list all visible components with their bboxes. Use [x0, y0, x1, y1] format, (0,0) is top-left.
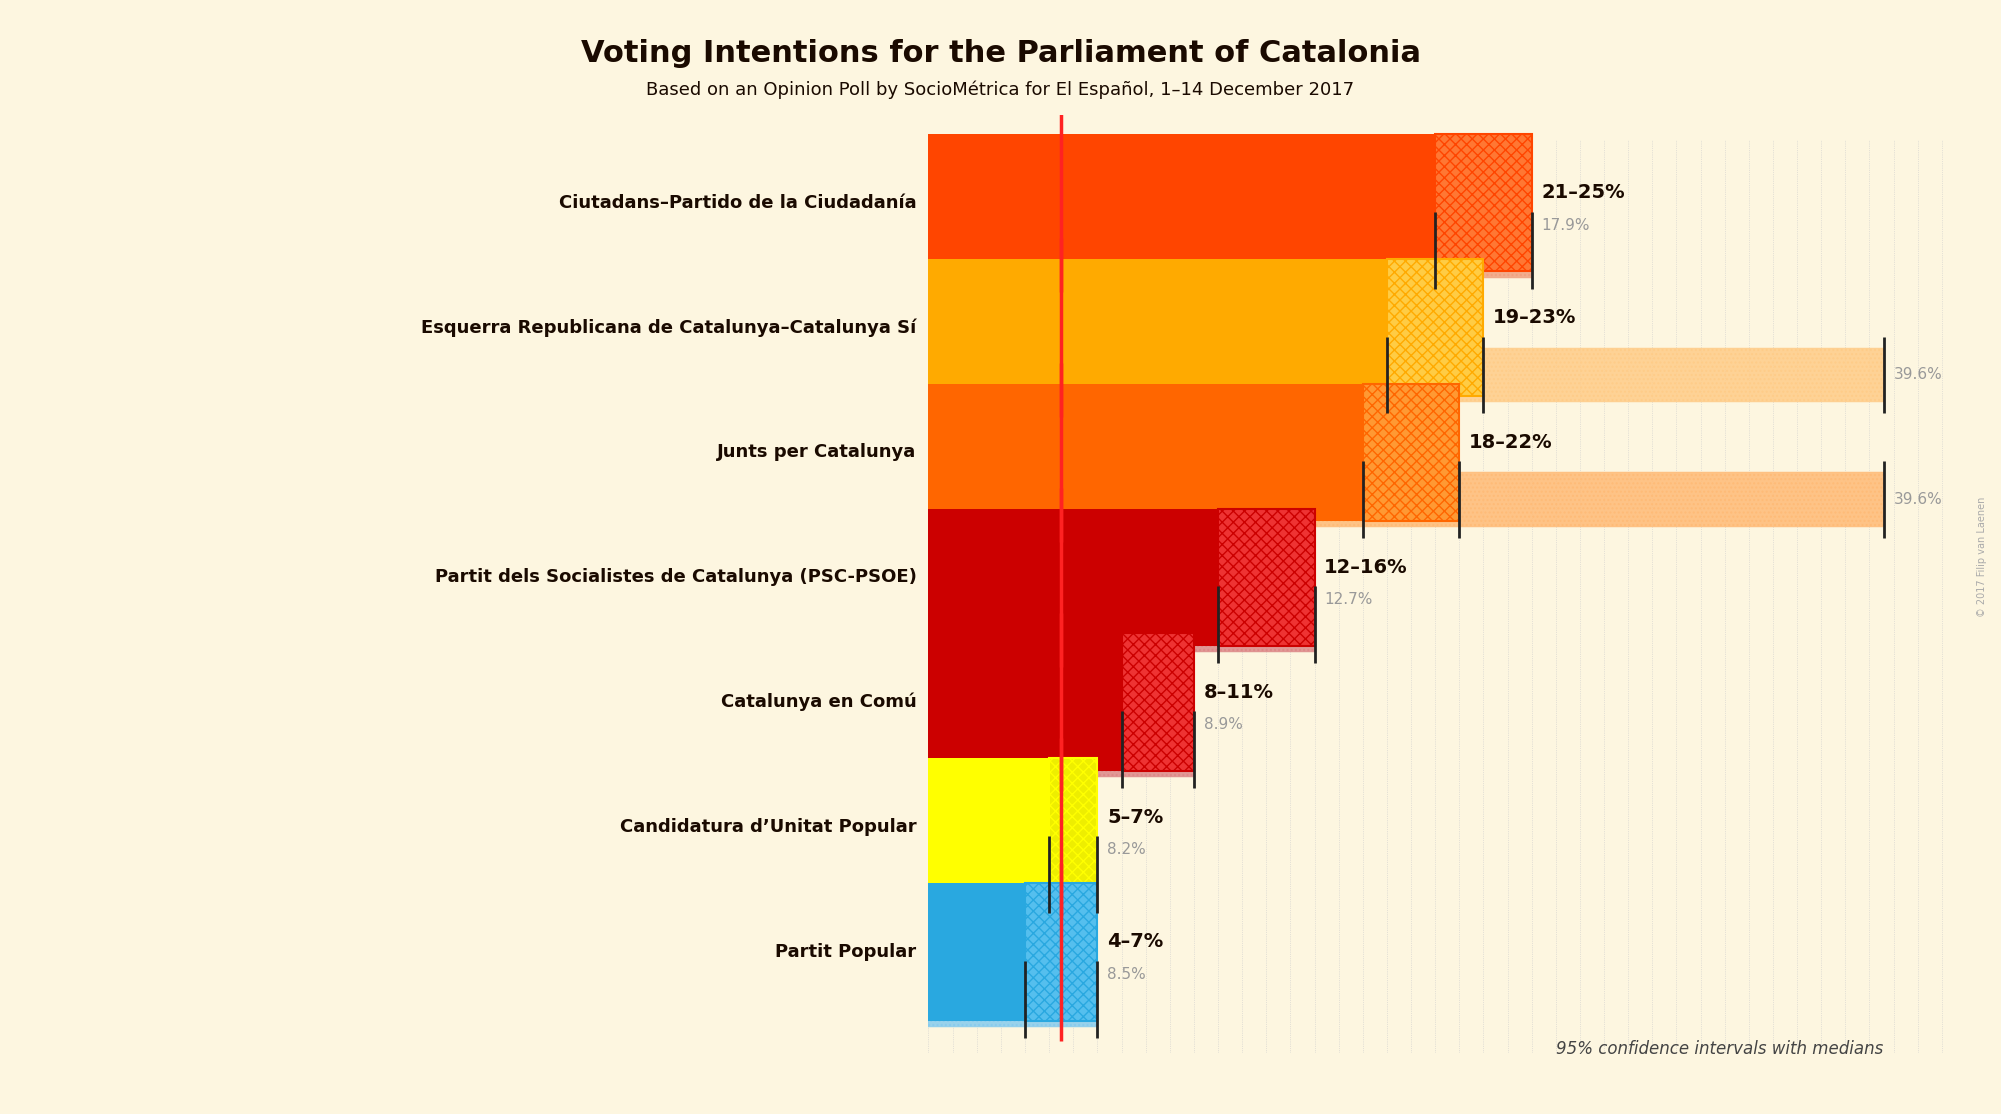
Text: Catalunya en Comú: Catalunya en Comú — [720, 693, 916, 712]
Bar — [928, 634, 1121, 771]
Bar — [928, 348, 1885, 402]
Text: 8.9%: 8.9% — [1203, 717, 1243, 732]
Text: Voting Intentions for the Parliament of Catalonia: Voting Intentions for the Parliament of … — [580, 39, 1421, 68]
Text: 95% confidence intervals with medians: 95% confidence intervals with medians — [1555, 1040, 1883, 1058]
Text: 17.9%: 17.9% — [1541, 217, 1591, 233]
Text: 39.6%: 39.6% — [1893, 492, 1943, 507]
Text: 12.7%: 12.7% — [1325, 593, 1373, 607]
Bar — [928, 722, 1195, 778]
Text: Partit Popular: Partit Popular — [774, 942, 916, 961]
Bar — [928, 971, 1097, 1027]
Bar — [928, 223, 1531, 277]
Text: 12–16%: 12–16% — [1325, 558, 1409, 577]
Text: 8.5%: 8.5% — [1107, 967, 1147, 981]
Text: 5–7%: 5–7% — [1107, 808, 1163, 827]
Bar — [1025, 883, 1097, 1020]
Bar — [928, 472, 1885, 527]
Bar — [928, 383, 1363, 521]
Text: 4–7%: 4–7% — [1107, 932, 1163, 951]
Text: Esquerra Republicana de Catalunya–Catalunya Sí: Esquerra Republicana de Catalunya–Catalu… — [420, 319, 916, 336]
Text: Junts per Catalunya: Junts per Catalunya — [716, 443, 916, 461]
Bar — [1219, 509, 1315, 646]
Bar — [928, 134, 1435, 272]
Bar — [1435, 134, 1531, 272]
Text: 8–11%: 8–11% — [1203, 683, 1273, 702]
Bar — [1049, 759, 1097, 896]
Bar — [928, 847, 1097, 902]
Bar — [928, 722, 1195, 778]
Text: Ciutadans–Partido de la Ciudadanía: Ciutadans–Partido de la Ciudadanía — [558, 194, 916, 212]
Bar — [928, 472, 1885, 527]
Bar — [928, 597, 1315, 652]
Bar — [928, 223, 1531, 277]
Text: 21–25%: 21–25% — [1541, 183, 1625, 202]
Bar — [1387, 258, 1483, 397]
Bar — [928, 597, 1315, 652]
Text: 39.6%: 39.6% — [1893, 368, 1943, 382]
Bar — [1363, 383, 1459, 521]
Text: Based on an Opinion Poll by SocioMétrica for El Español, 1–14 December 2017: Based on an Opinion Poll by SocioMétrica… — [646, 80, 1355, 99]
Text: © 2017 Filip van Laenen: © 2017 Filip van Laenen — [1977, 497, 1987, 617]
Bar — [928, 883, 1025, 1020]
Bar — [928, 759, 1049, 896]
Bar — [928, 258, 1387, 397]
Bar — [928, 971, 1097, 1027]
Bar — [928, 847, 1097, 902]
Text: 8.2%: 8.2% — [1107, 842, 1147, 857]
Bar — [1121, 634, 1195, 771]
Text: Candidatura d’Unitat Popular: Candidatura d’Unitat Popular — [620, 818, 916, 836]
Text: 19–23%: 19–23% — [1493, 309, 1577, 328]
Text: Partit dels Socialistes de Catalunya (PSC-PSOE): Partit dels Socialistes de Catalunya (PS… — [434, 568, 916, 586]
Text: 18–22%: 18–22% — [1469, 433, 1553, 452]
Bar — [928, 509, 1219, 646]
Bar — [928, 348, 1885, 402]
